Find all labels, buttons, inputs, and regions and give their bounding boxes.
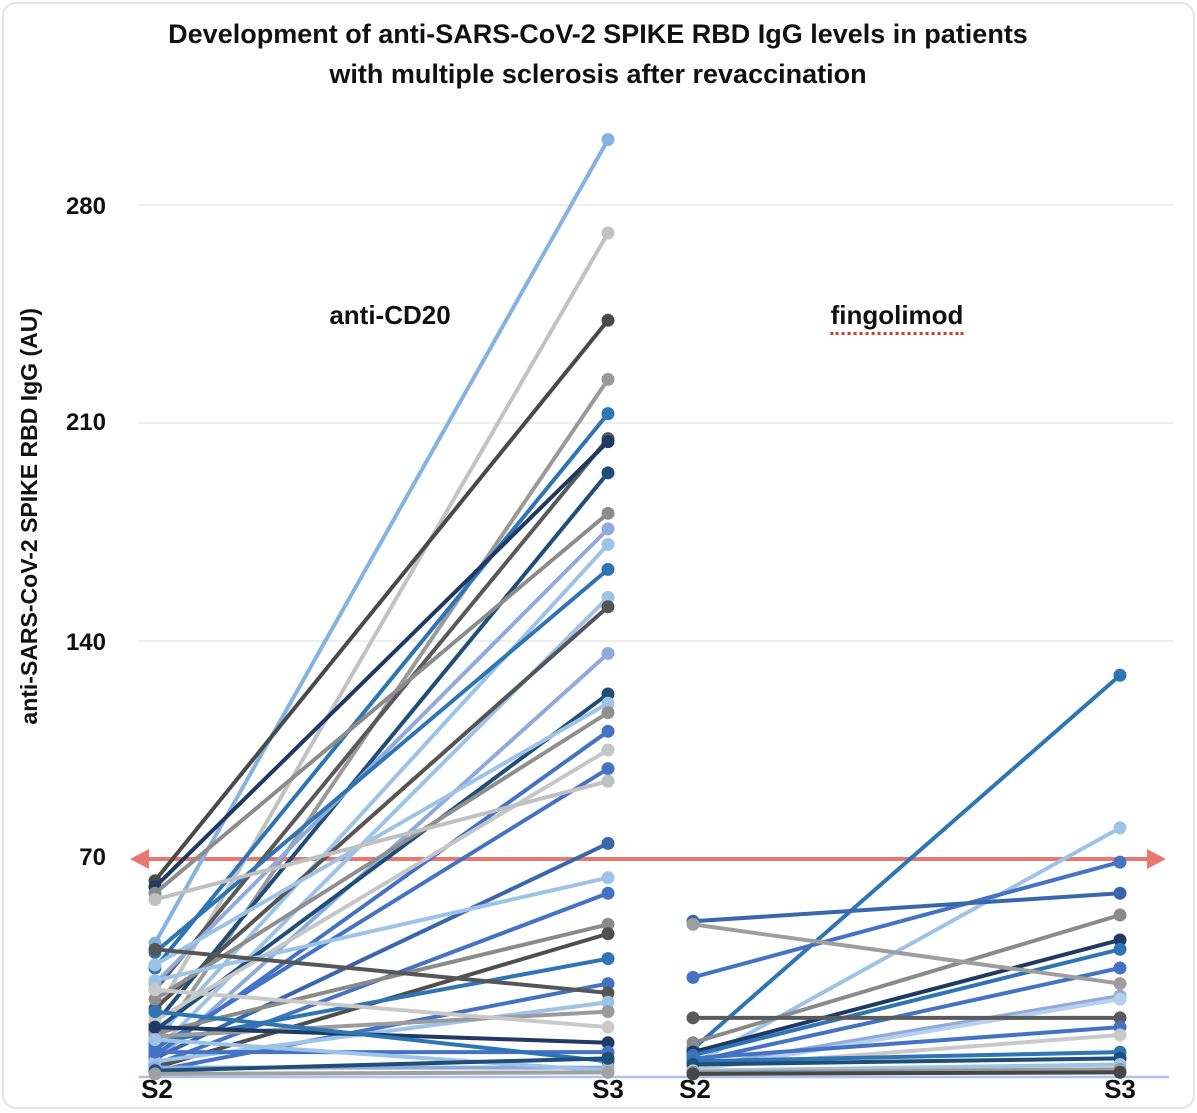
y-tick-140: 140 — [65, 629, 106, 656]
chart-title-line2: with multiple sclerosis after revaccinat… — [329, 59, 867, 89]
y-axis-label: anti-SARS-CoV-2 SPIKE RBD IgG (AU) — [16, 308, 42, 725]
x-tick-s2-right: S2 — [679, 1074, 711, 1104]
x-tick-s3-right: S3 — [1104, 1074, 1136, 1104]
y-tick-280: 280 — [65, 193, 106, 220]
chart-title-line1: Development of anti-SARS-CoV-2 SPIKE RBD… — [168, 19, 1028, 49]
y-tick-210: 210 — [65, 409, 106, 436]
x-tick-s2-left: S2 — [141, 1074, 173, 1104]
y-tick-70: 70 — [79, 844, 106, 871]
chart-title: Development of anti-SARS-CoV-2 SPIKE RBD… — [108, 14, 1088, 94]
group-label-fingolimod-text: fingolimod — [830, 300, 964, 335]
group-label-fingolimod: fingolimod — [830, 300, 964, 335]
group-label-anti-cd20: anti-CD20 — [329, 300, 451, 330]
x-tick-s3-left: S3 — [592, 1074, 624, 1104]
